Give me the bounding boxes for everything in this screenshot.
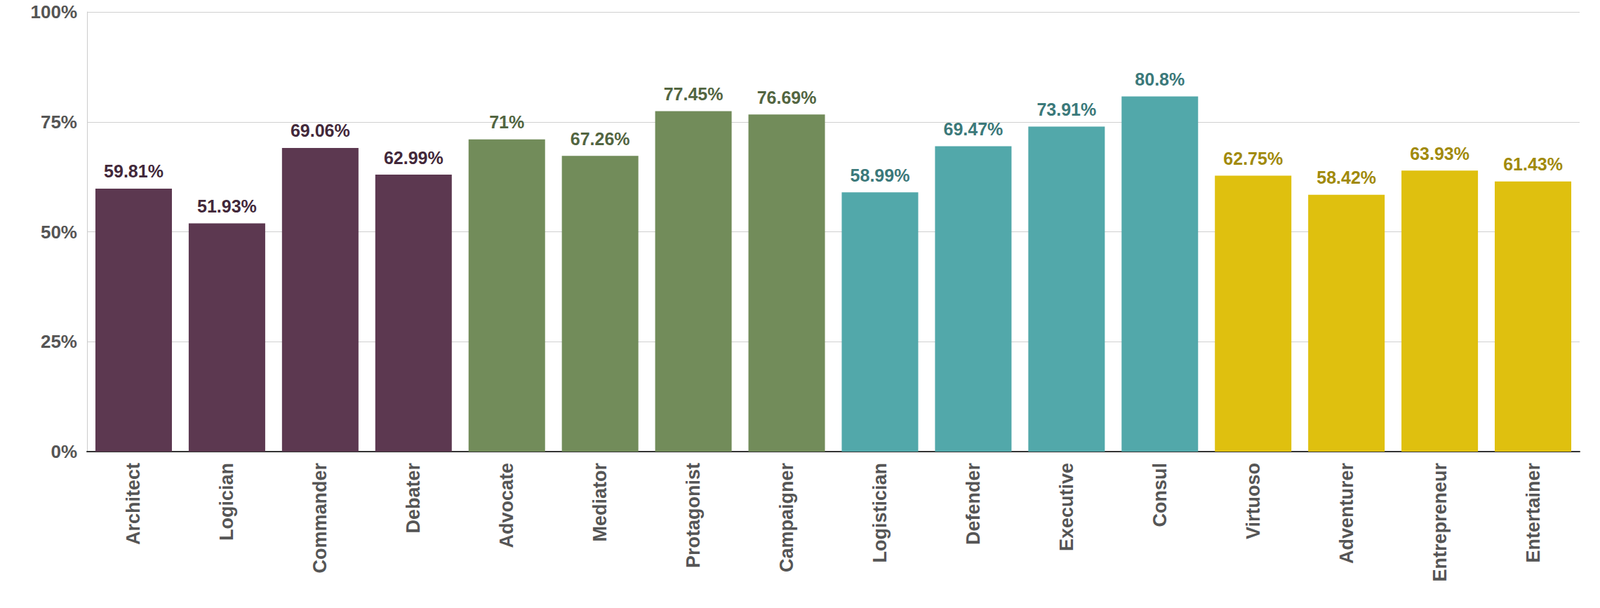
svg-text:73.91%: 73.91% (1036, 99, 1097, 120)
svg-text:69.47%: 69.47% (943, 119, 1004, 139)
svg-text:77.45%: 77.45% (663, 84, 724, 104)
svg-text:Advocate: Advocate (496, 463, 518, 549)
svg-text:Protagonist: Protagonist (682, 463, 704, 569)
svg-text:Mediator: Mediator (589, 463, 611, 543)
svg-text:71%: 71% (489, 112, 525, 132)
svg-text:25%: 25% (40, 331, 78, 353)
svg-text:80.8%: 80.8% (1134, 69, 1185, 90)
svg-text:100%: 100% (30, 1, 78, 23)
svg-text:Consul: Consul (1149, 463, 1171, 528)
svg-text:50%: 50% (40, 221, 78, 243)
svg-text:Defender: Defender (962, 463, 984, 546)
svg-text:Virtuoso: Virtuoso (1242, 463, 1264, 540)
svg-text:Architect: Architect (122, 463, 144, 546)
svg-text:75%: 75% (40, 111, 78, 133)
svg-text:Campaigner: Campaigner (776, 463, 798, 574)
svg-text:Logician: Logician (216, 463, 238, 542)
svg-text:58.99%: 58.99% (850, 165, 911, 186)
svg-text:Entrepreneur: Entrepreneur (1429, 463, 1451, 583)
svg-text:Entertainer: Entertainer (1522, 463, 1544, 564)
svg-text:61.43%: 61.43% (1503, 154, 1563, 175)
svg-text:Adventurer: Adventurer (1336, 463, 1358, 565)
svg-text:Logistician: Logistician (869, 463, 891, 564)
svg-text:76.69%: 76.69% (757, 87, 817, 108)
svg-text:0%: 0% (50, 441, 78, 463)
svg-text:Debater: Debater (402, 463, 424, 535)
svg-text:67.26%: 67.26% (570, 129, 631, 149)
svg-text:69.06%: 69.06% (290, 120, 351, 141)
svg-text:Executive: Executive (1056, 463, 1078, 552)
svg-text:51.93%: 51.93% (197, 196, 257, 217)
svg-text:58.42%: 58.42% (1316, 167, 1377, 188)
svg-text:62.99%: 62.99% (383, 148, 444, 168)
svg-text:59.81%: 59.81% (103, 161, 164, 182)
svg-text:Commander: Commander (309, 463, 331, 575)
svg-text:62.75%: 62.75% (1223, 148, 1283, 169)
svg-text:63.93%: 63.93% (1409, 143, 1470, 164)
